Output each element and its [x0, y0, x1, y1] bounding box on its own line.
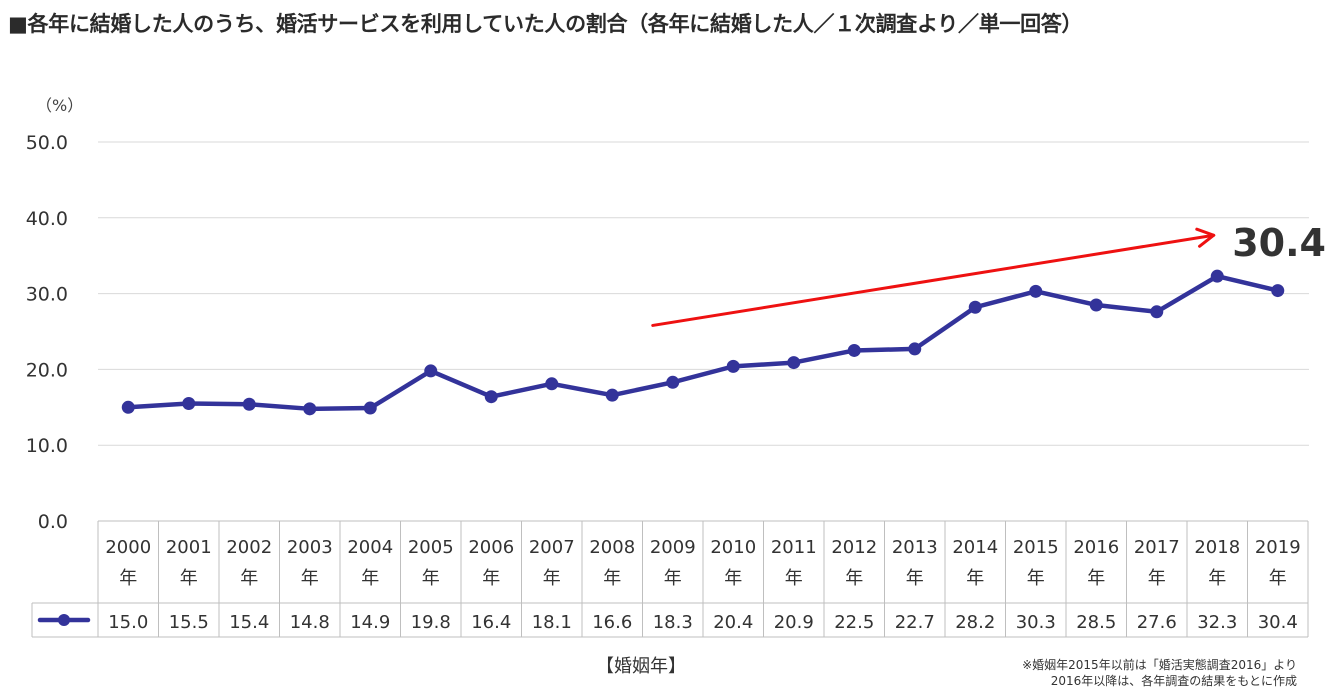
data-point — [605, 388, 619, 402]
x-tick-label: 2013 年 — [892, 537, 938, 589]
y-tick-label: 0.0 — [38, 511, 68, 533]
data-table-value: 20.4 — [713, 612, 753, 633]
data-point — [1089, 298, 1103, 312]
data-point — [1210, 269, 1224, 283]
y-tick-label: 10.0 — [26, 435, 68, 457]
x-tick-label: 2000 年 — [105, 537, 151, 589]
data-point — [242, 397, 256, 411]
data-point — [484, 390, 498, 404]
data-point — [1150, 305, 1164, 319]
x-tick-label: 2002 年 — [226, 537, 272, 589]
data-table-value: 18.3 — [653, 612, 693, 633]
data-table-value: 30.4 — [1258, 612, 1298, 633]
data-point — [787, 356, 801, 370]
y-tick-label: 40.0 — [26, 208, 68, 230]
x-tick-label: 2015 年 — [1013, 537, 1059, 589]
data-point — [424, 364, 438, 378]
data-table-value: 15.0 — [108, 612, 148, 633]
data-table-value: 16.6 — [592, 612, 632, 633]
data-table-value: 18.1 — [532, 612, 572, 633]
data-point — [303, 402, 317, 416]
y-unit-label: （%） — [36, 96, 84, 115]
data-point — [182, 397, 196, 411]
x-tick-label: 2014 年 — [952, 537, 998, 589]
x-tick-label: 2019 年 — [1255, 537, 1301, 589]
x-tick-label: 2012 年 — [831, 537, 877, 589]
trend-arrow-head — [1195, 227, 1216, 248]
x-tick-label: 2017 年 — [1134, 537, 1180, 589]
series-line — [126, 273, 1280, 412]
data-table-value: 32.3 — [1197, 612, 1237, 633]
data-table-value: 30.3 — [1016, 612, 1056, 633]
data-point — [908, 342, 922, 356]
y-tick-label: 50.0 — [26, 132, 68, 154]
x-tick-label: 2011 年 — [771, 537, 817, 589]
x-tick-label: 2001 年 — [166, 537, 212, 589]
y-tick-label: 30.0 — [26, 284, 68, 306]
data-table-value: 19.8 — [411, 612, 451, 633]
data-table-value: 28.2 — [955, 612, 995, 633]
x-tick-label: 2007 年 — [529, 537, 575, 589]
data-point — [121, 400, 135, 414]
source-note-line: ※婚姻年2015年以前は「婚活実態調査2016」より — [1022, 658, 1297, 672]
x-tick-label: 2009 年 — [650, 537, 696, 589]
x-tick-label: 2003 年 — [287, 537, 333, 589]
data-table-value: 22.7 — [895, 612, 935, 633]
highlight-value: 30.4 — [1232, 221, 1326, 265]
data-point — [847, 343, 861, 357]
data-point — [666, 375, 680, 389]
data-table-value: 27.6 — [1137, 612, 1177, 633]
data-table-value: 28.5 — [1076, 612, 1116, 633]
source-note: ※婚姻年2015年以前は「婚活実態調査2016」より 2016年以降は、各年調査… — [1022, 657, 1297, 689]
chart-title: ■各年に結婚した人のうち、婚活サービスを利用していた人の割合（各年に結婚した人／… — [8, 12, 1083, 36]
data-point — [968, 300, 982, 314]
y-tick-label: 20.0 — [26, 359, 68, 381]
x-tick-label: 2010 年 — [710, 537, 756, 589]
x-tick-label: 2016 年 — [1073, 537, 1119, 589]
data-table-value: 15.4 — [229, 612, 269, 633]
x-axis-label: 【婚姻年】 — [596, 656, 686, 677]
data-table-value: 14.9 — [350, 612, 390, 633]
x-tick-label: 2018 年 — [1194, 537, 1240, 589]
x-tick-label: 2005 年 — [408, 537, 454, 589]
data-table-value: 16.4 — [471, 612, 511, 633]
source-note-line: 2016年以降は、各年調査の結果をもとに作成 — [1050, 674, 1297, 688]
data-table-value: 20.9 — [774, 612, 814, 633]
x-tick-label: 2008 年 — [589, 537, 635, 589]
data-point — [363, 401, 377, 415]
data-point — [726, 359, 740, 373]
trend-arrow-shaft — [651, 233, 1216, 327]
data-table-value: 14.8 — [290, 612, 330, 633]
data-point — [1271, 284, 1285, 298]
data-table-value: 15.5 — [169, 612, 209, 633]
legend-marker — [58, 614, 70, 626]
x-tick-label: 2006 年 — [468, 537, 514, 589]
x-tick-label: 2004 年 — [347, 537, 393, 589]
data-point — [545, 377, 559, 391]
data-table-value: 22.5 — [834, 612, 874, 633]
data-point — [1029, 284, 1043, 298]
